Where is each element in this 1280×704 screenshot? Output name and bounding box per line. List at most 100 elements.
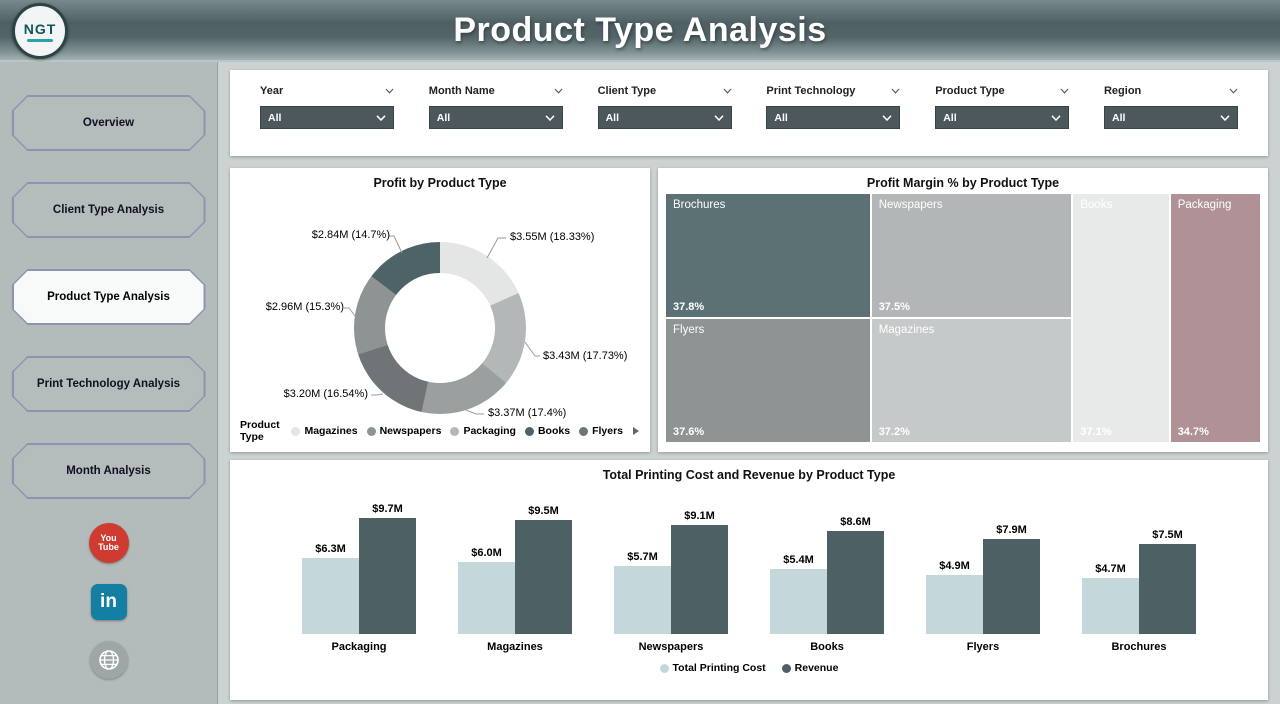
treemap: Brochures 37.8% Newspapers 37.5% Books 37.1% P… — [666, 194, 1260, 442]
sidebar-item-label: Month Analysis — [14, 445, 204, 497]
youtube-icon[interactable]: You Tube — [88, 523, 129, 563]
bar-value-label: $7.5M — [1152, 529, 1183, 541]
treemap-tile-magazines[interactable]: Magazines 37.2% — [871, 319, 1072, 442]
bar-group-newspapers: $5.7M $9.1M Newspapers — [614, 498, 728, 653]
sidebar-item-client-type-analysis[interactable]: Client Type Analysis — [12, 182, 206, 238]
filter-label: Product Type — [935, 85, 1069, 97]
sidebar-item-product-type-analysis[interactable]: Product Type Analysis — [12, 269, 206, 325]
filter-label-text: Region — [1103, 85, 1142, 97]
bar-revenue-flyers[interactable] — [983, 539, 1040, 634]
sidebar-item-label: Print Technology Analysis — [14, 358, 204, 410]
filter-label: Region — [1104, 85, 1238, 97]
bar-pair: $4.9M $7.9M — [926, 498, 1040, 634]
bar-total-printing-cost-books[interactable] — [770, 569, 827, 634]
filter-label-text: Print Technology — [766, 85, 856, 97]
tile-name-label: Packaging — [1177, 199, 1232, 211]
filter-year-dropdown[interactable]: All — [260, 106, 394, 129]
bar-column: $9.1M — [671, 510, 728, 634]
logo-swoosh-decoration — [27, 38, 53, 42]
filter-selected-value: All — [943, 111, 957, 124]
tile-name-label: Flyers — [673, 324, 705, 336]
filter-month-name-dropdown[interactable]: All — [428, 106, 563, 129]
chevron-down-icon — [1051, 114, 1061, 121]
legend-scroll-arrow[interactable] — [632, 426, 640, 436]
filter-label: Print Technology — [766, 85, 900, 97]
legend-item-revenue[interactable]: Revenue — [781, 662, 838, 674]
pie-data-label: $3.37M (17.4%) — [488, 407, 567, 419]
bar-column: $7.9M — [983, 524, 1040, 634]
bar-revenue-brochures[interactable] — [1139, 544, 1196, 634]
bar-total-printing-cost-packaging[interactable] — [302, 558, 359, 634]
treemap-title: Profit Margin % by Product Type — [866, 176, 1060, 190]
chevron-down-icon — [376, 114, 386, 121]
sidebar-item-print-technology-analysis[interactable]: Print Technology Analysis — [12, 356, 206, 412]
filter-label: Month Name — [429, 85, 563, 97]
donut-ring[interactable] — [354, 242, 526, 414]
filter-region-dropdown[interactable]: All — [1103, 106, 1238, 129]
filter-print-technology: Print Technology All — [766, 85, 901, 156]
bar-revenue-magazines[interactable] — [515, 520, 572, 634]
bar-column: $7.5M — [1139, 529, 1196, 634]
website-icon[interactable] — [89, 641, 128, 679]
category-label: Flyers — [966, 641, 1000, 653]
bar-value-label: $4.7M — [1095, 563, 1126, 575]
pie-legend-title: Product Type — [240, 419, 280, 443]
bar-value-label: $9.5M — [528, 505, 559, 517]
treemap-tile-books[interactable]: Books 37.1% — [1073, 194, 1169, 442]
bar-value-label: $6.3M — [315, 543, 346, 555]
legend-item-magazines[interactable]: Magazines — [291, 425, 358, 437]
linkedin-icon[interactable]: in — [90, 584, 127, 620]
charts-row: Profit by Product Type $3.55M (18.33%) $3… — [230, 168, 1268, 452]
donut-chart-title: Profit by Product Type — [373, 176, 507, 190]
filter-selected-value: All — [268, 111, 282, 124]
legend-item-total-printing-cost[interactable]: Total Printing Cost — [659, 662, 766, 674]
filter-label: Year — [260, 85, 394, 97]
tile-percent-label: 37.1% — [1080, 426, 1112, 438]
treemap-tile-flyers[interactable]: Flyers 37.6% — [666, 319, 870, 442]
legend-item-flyers[interactable]: Flyers — [579, 425, 623, 437]
bar-value-label: $6.0M — [471, 547, 502, 559]
bar-value-label: $7.9M — [996, 524, 1027, 536]
sidebar-item-overview[interactable]: Overview — [12, 95, 206, 151]
filter-label-text: Client Type — [597, 85, 657, 97]
ngt-logo[interactable]: NGT — [12, 3, 68, 59]
filter-selected-value: All — [436, 111, 451, 124]
youtube-label-top: You — [100, 532, 117, 543]
legend-item-newspapers[interactable]: Newspapers — [366, 425, 441, 437]
tile-name-label: Newspapers — [878, 199, 943, 211]
filter-year: Year All — [260, 85, 394, 156]
bar-revenue-books[interactable] — [827, 531, 884, 634]
filter-client-type-dropdown[interactable]: All — [597, 106, 732, 129]
sidebar-item-month-analysis[interactable]: Month Analysis — [12, 443, 206, 499]
sidebar-item-label: Product Type Analysis — [14, 271, 204, 323]
bar-column: $6.0M — [458, 547, 515, 634]
sidebar-social: You Tube in — [0, 523, 217, 679]
bar-column: $4.7M — [1082, 563, 1139, 634]
bar-value-label: $5.7M — [627, 551, 658, 563]
treemap-tile-packaging[interactable]: Packaging 34.7% — [1170, 194, 1260, 442]
bar-legend: Total Printing Cost Revenue — [230, 662, 1268, 674]
legend-item-books[interactable]: Books — [524, 425, 570, 437]
category-label: Books — [810, 641, 844, 653]
filter-product-type-dropdown[interactable]: All — [935, 106, 1070, 129]
filter-print-technology-dropdown[interactable]: All — [766, 106, 901, 129]
bar-total-printing-cost-brochures[interactable] — [1082, 578, 1139, 634]
chevron-down-icon — [545, 114, 555, 121]
donut-chart: $3.55M (18.33%) $3.43M (17.73%) $3.37M (17… — [230, 190, 650, 420]
filter-label-text: Product Type — [935, 85, 1005, 97]
bar-total-printing-cost-magazines[interactable] — [458, 562, 515, 634]
youtube-label-bottom: Tube — [98, 542, 119, 552]
bar-column: $8.6M — [827, 516, 884, 634]
bar-revenue-newspapers[interactable] — [671, 525, 728, 634]
legend-item-packaging[interactable]: Packaging — [450, 425, 516, 437]
treemap-tile-newspapers[interactable]: Newspapers 37.5% — [871, 194, 1072, 317]
bar-group-packaging: $6.3M $9.7M Packaging — [302, 498, 416, 653]
bar-revenue-packaging[interactable] — [359, 518, 416, 634]
pie-legend-items: Magazines Newspapers Packaging Books Flyers — [291, 425, 623, 437]
treemap-tile-brochures[interactable]: Brochures 37.8% — [666, 194, 870, 317]
packaging-legend-dot — [450, 426, 460, 436]
logo-text: NGT — [23, 20, 57, 37]
bar-total-printing-cost-flyers[interactable] — [926, 575, 983, 634]
bar-total-printing-cost-newspapers[interactable] — [614, 566, 671, 634]
